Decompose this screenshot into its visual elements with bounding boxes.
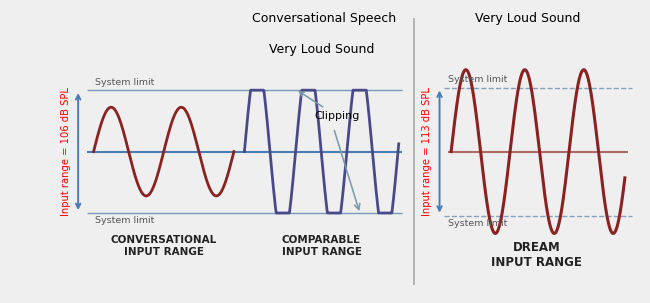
Text: Input range = 113 dB SPL: Input range = 113 dB SPL — [422, 87, 432, 216]
Text: Very Loud Sound: Very Loud Sound — [269, 43, 374, 56]
Text: System limit: System limit — [95, 78, 154, 87]
Text: Clipping: Clipping — [300, 92, 360, 121]
Text: DREAM
INPUT RANGE: DREAM INPUT RANGE — [491, 241, 582, 269]
Text: COMPARABLE
INPUT RANGE: COMPARABLE INPUT RANGE — [281, 235, 361, 257]
Text: Conversational Speech: Conversational Speech — [252, 12, 396, 25]
Text: System limit: System limit — [95, 216, 154, 225]
Text: CONVERSATIONAL
INPUT RANGE: CONVERSATIONAL INPUT RANGE — [111, 235, 217, 257]
Text: Very Loud Sound: Very Loud Sound — [475, 12, 581, 25]
Text: System limit: System limit — [448, 75, 507, 84]
Text: Input range = 106 dB SPL: Input range = 106 dB SPL — [60, 87, 70, 216]
Text: System limit: System limit — [448, 219, 507, 228]
